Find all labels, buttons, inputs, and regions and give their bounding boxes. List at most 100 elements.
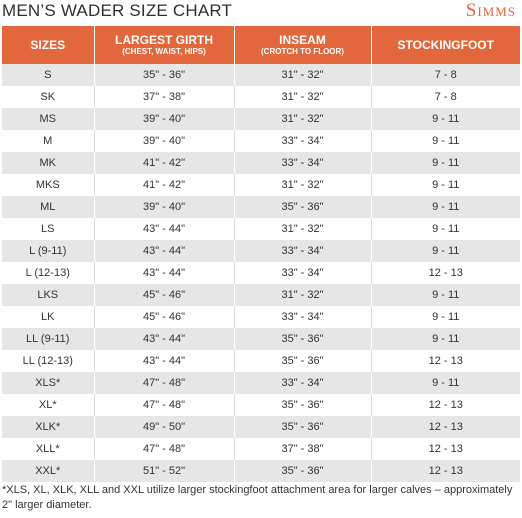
stockingfoot-cell: 9 - 11 bbox=[370, 218, 520, 240]
stockingfoot-cell: 9 - 11 bbox=[370, 108, 520, 130]
table-row: ML 39" - 40" 35" - 36" 9 - 11 bbox=[2, 196, 520, 218]
girth-cell: 47" - 48" bbox=[93, 438, 234, 460]
size-cell: MK bbox=[2, 152, 94, 174]
girth-cell: 35" - 36" bbox=[93, 64, 234, 86]
size-cell: LL (9-11) bbox=[2, 328, 94, 350]
table-row: MK 41" - 42" 33" - 34" 9 - 11 bbox=[2, 152, 520, 174]
size-cell: LL (12-13) bbox=[2, 350, 94, 372]
girth-cell: 41" - 42" bbox=[93, 152, 234, 174]
size-cell: MS bbox=[2, 108, 94, 130]
stockingfoot-cell: 9 - 11 bbox=[370, 372, 520, 394]
girth-cell: 43" - 44" bbox=[93, 262, 234, 284]
column-header-sizes: SIZES bbox=[2, 26, 94, 64]
column-header-label: SIZES bbox=[30, 37, 66, 52]
stockingfoot-cell: 7 - 8 bbox=[370, 64, 520, 86]
inseam-cell: 31" - 32" bbox=[233, 108, 371, 130]
size-cell: LS bbox=[2, 218, 94, 240]
chart-header: MEN’S WADER SIZE CHART Simms bbox=[0, 0, 522, 24]
inseam-cell: 33" - 34" bbox=[233, 240, 371, 262]
table-row: LL (9-11) 43" - 44" 35" - 36" 9 - 11 bbox=[2, 328, 520, 350]
table-row: MS 39" - 40" 31" - 32" 9 - 11 bbox=[2, 108, 520, 130]
stockingfoot-cell: 12 - 13 bbox=[370, 394, 520, 416]
table-row: LL (12-13) 43" - 44" 35" - 36" 12 - 13 bbox=[2, 350, 520, 372]
table-row: L (9-11) 43" - 44" 33" - 34" 9 - 11 bbox=[2, 240, 520, 262]
table-header-row: SIZES LARGEST GIRTH (CHEST, WAIST, HIPS)… bbox=[2, 26, 520, 64]
size-cell: XXL* bbox=[2, 460, 94, 482]
size-cell: M bbox=[2, 130, 94, 152]
table-row: LS 43" - 44" 31" - 32" 9 - 11 bbox=[2, 218, 520, 240]
table-row: SK 37" - 38" 31" - 32" 7 - 8 bbox=[2, 86, 520, 108]
inseam-cell: 35" - 36" bbox=[233, 328, 371, 350]
table-row: S 35" - 36" 31" - 32" 7 - 8 bbox=[2, 64, 520, 86]
stockingfoot-cell: 12 - 13 bbox=[370, 416, 520, 438]
size-chart-table: SIZES LARGEST GIRTH (CHEST, WAIST, HIPS)… bbox=[2, 26, 520, 482]
size-cell: ML bbox=[2, 196, 94, 218]
size-cell: XLK* bbox=[2, 416, 94, 438]
size-cell: LKS bbox=[2, 284, 94, 306]
girth-cell: 45" - 46" bbox=[93, 306, 234, 328]
girth-cell: 37" - 38" bbox=[93, 86, 234, 108]
inseam-cell: 31" - 32" bbox=[233, 284, 371, 306]
inseam-cell: 35" - 36" bbox=[233, 460, 371, 482]
column-header-stockingfoot: STOCKINGFOOT bbox=[370, 26, 520, 64]
girth-cell: 43" - 44" bbox=[93, 350, 234, 372]
size-cell: XLS* bbox=[2, 372, 94, 394]
size-cell: S bbox=[2, 64, 94, 86]
brand-logo: Simms bbox=[465, 0, 516, 21]
inseam-cell: 35" - 36" bbox=[233, 350, 371, 372]
inseam-cell: 35" - 36" bbox=[233, 416, 371, 438]
table-row: XLS* 47" - 48" 33" - 34" 9 - 11 bbox=[2, 372, 520, 394]
column-header-sublabel: (CROTCH TO FLOOR) bbox=[261, 46, 344, 56]
table-row: M 39" - 40" 33" - 34" 9 - 11 bbox=[2, 130, 520, 152]
size-cell: L (12-13) bbox=[2, 262, 94, 284]
size-cell: LK bbox=[2, 306, 94, 328]
inseam-cell: 33" - 34" bbox=[233, 372, 371, 394]
table-row: LKS 45" - 46" 31" - 32" 9 - 11 bbox=[2, 284, 520, 306]
table-row: XL* 47" - 48" 35" - 36" 12 - 13 bbox=[2, 394, 520, 416]
stockingfoot-cell: 12 - 13 bbox=[370, 460, 520, 482]
inseam-cell: 33" - 34" bbox=[233, 130, 371, 152]
girth-cell: 49" - 50" bbox=[93, 416, 234, 438]
table-row: XLL* 47" - 48" 37" - 38" 12 - 13 bbox=[2, 438, 520, 460]
stockingfoot-cell: 9 - 11 bbox=[370, 328, 520, 350]
inseam-cell: 31" - 32" bbox=[233, 86, 371, 108]
girth-cell: 41" - 42" bbox=[93, 174, 234, 196]
girth-cell: 43" - 44" bbox=[93, 328, 234, 350]
stockingfoot-cell: 12 - 13 bbox=[370, 350, 520, 372]
stockingfoot-cell: 9 - 11 bbox=[370, 240, 520, 262]
column-header-label: STOCKINGFOOT bbox=[397, 37, 494, 52]
inseam-cell: 31" - 32" bbox=[233, 218, 371, 240]
table-row: L (12-13) 43" - 44" 33" - 34" 12 - 13 bbox=[2, 262, 520, 284]
page-title: MEN’S WADER SIZE CHART bbox=[2, 1, 233, 20]
girth-cell: 39" - 40" bbox=[93, 108, 234, 130]
size-cell: XLL* bbox=[2, 438, 94, 460]
size-cell: XL* bbox=[2, 394, 94, 416]
inseam-cell: 35" - 36" bbox=[233, 196, 371, 218]
inseam-cell: 31" - 32" bbox=[233, 174, 371, 196]
girth-cell: 47" - 48" bbox=[93, 394, 234, 416]
footnote: *XLS, XL, XLK, XLL and XXL utilize large… bbox=[2, 484, 513, 511]
stockingfoot-cell: 9 - 11 bbox=[370, 174, 520, 196]
girth-cell: 43" - 44" bbox=[93, 240, 234, 262]
inseam-cell: 33" - 34" bbox=[233, 262, 371, 284]
girth-cell: 47" - 48" bbox=[93, 372, 234, 394]
column-header-inseam: INSEAM (CROTCH TO FLOOR) bbox=[233, 26, 371, 64]
column-header-label: LARGEST GIRTH bbox=[115, 32, 213, 47]
column-header-label: INSEAM bbox=[279, 32, 326, 47]
inseam-cell: 33" - 34" bbox=[233, 306, 371, 328]
stockingfoot-cell: 9 - 11 bbox=[370, 196, 520, 218]
girth-cell: 51" - 52" bbox=[93, 460, 234, 482]
column-header-sublabel: (CHEST, WAIST, HIPS) bbox=[122, 46, 206, 56]
table-row: MKS 41" - 42" 31" - 32" 9 - 11 bbox=[2, 174, 520, 196]
size-cell: SK bbox=[2, 86, 94, 108]
stockingfoot-cell: 9 - 11 bbox=[370, 152, 520, 174]
column-header-girth: LARGEST GIRTH (CHEST, WAIST, HIPS) bbox=[93, 26, 234, 64]
table-row: XLK* 49" - 50" 35" - 36" 12 - 13 bbox=[2, 416, 520, 438]
stockingfoot-cell: 7 - 8 bbox=[370, 86, 520, 108]
table-row: LK 45" - 46" 33" - 34" 9 - 11 bbox=[2, 306, 520, 328]
inseam-cell: 37" - 38" bbox=[233, 438, 371, 460]
inseam-cell: 35" - 36" bbox=[233, 394, 371, 416]
girth-cell: 45" - 46" bbox=[93, 284, 234, 306]
table-row: XXL* 51" - 52" 35" - 36" 12 - 13 bbox=[2, 460, 520, 482]
girth-cell: 39" - 40" bbox=[93, 130, 234, 152]
